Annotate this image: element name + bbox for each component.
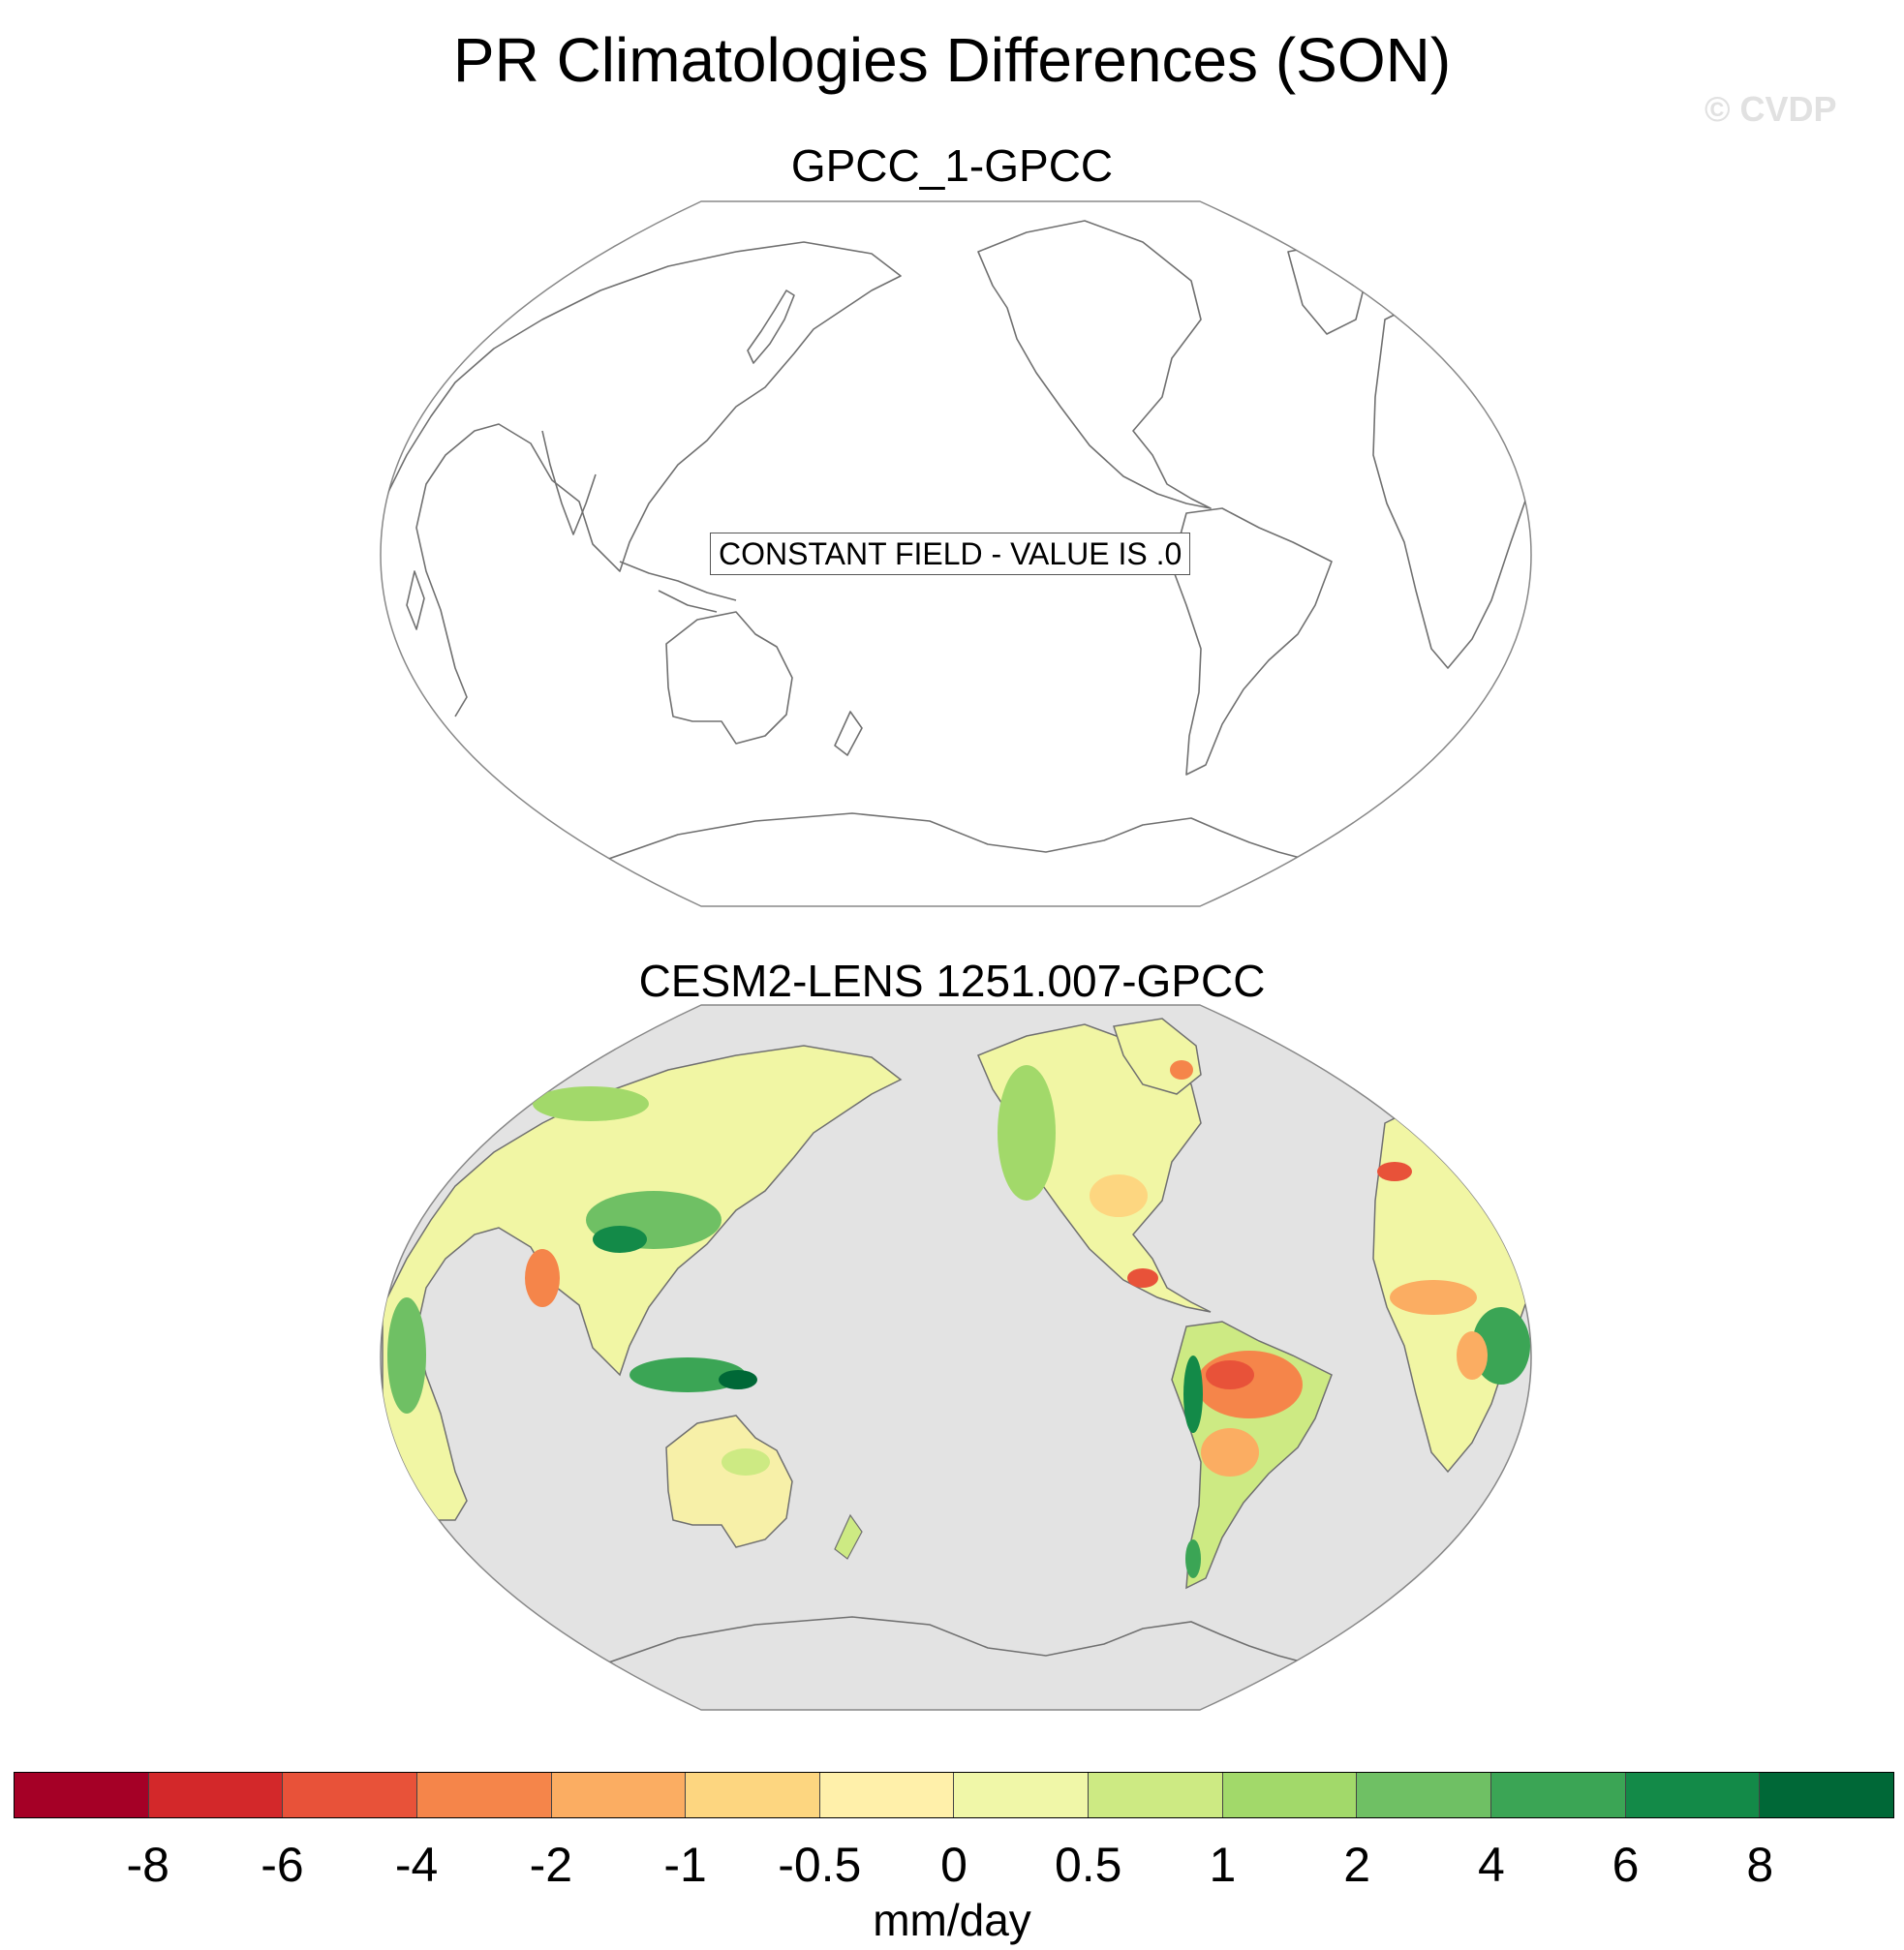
colorbar-box xyxy=(1491,1773,1626,1817)
mediterranean-dry xyxy=(1377,1162,1412,1181)
colorbar-tick-label: -6 xyxy=(261,1838,304,1892)
colorbar-tick-label: -2 xyxy=(529,1838,573,1892)
colorbar-tick-label: 6 xyxy=(1612,1838,1640,1892)
colorbar-tick-label: 1 xyxy=(1209,1838,1237,1892)
colorbar-tick-label: -8 xyxy=(126,1838,169,1892)
colorbar-box xyxy=(416,1773,552,1817)
new-zealand-land xyxy=(834,1513,863,1560)
colorbar-tick-label: 4 xyxy=(1477,1838,1505,1892)
africa-east-dry xyxy=(1457,1331,1488,1380)
greenland-dry xyxy=(1170,1060,1193,1080)
eurasia-coast xyxy=(382,241,902,717)
central-america-red xyxy=(1127,1268,1158,1288)
africa-green-west xyxy=(387,1297,426,1414)
indonesia-dark xyxy=(719,1370,757,1389)
colorbar xyxy=(14,1772,1894,1818)
australia-land xyxy=(665,1415,793,1548)
cvdp-watermark: © CVDP xyxy=(1704,89,1837,129)
colorbar-tick-label: 2 xyxy=(1343,1838,1371,1892)
antarctica-coast xyxy=(599,812,1308,863)
indonesia-coast xyxy=(619,561,737,613)
new-zealand-coast xyxy=(834,711,863,756)
south-america-coast xyxy=(1171,507,1333,776)
constant-field-label: CONSTANT FIELD - VALUE IS .0 xyxy=(710,533,1191,575)
colorbar-box xyxy=(148,1773,284,1817)
india-dry-patch xyxy=(525,1249,560,1307)
japan-coast xyxy=(747,289,795,364)
colorbar-box xyxy=(819,1773,955,1817)
australia-coast xyxy=(665,611,793,745)
north-america-coast xyxy=(977,220,1212,509)
southern-sa-dry xyxy=(1201,1428,1259,1477)
colorbar-box xyxy=(551,1773,687,1817)
colorbar-box xyxy=(1625,1773,1761,1817)
australia-green xyxy=(722,1448,770,1476)
colorbar-units: mm/day xyxy=(873,1895,1031,1945)
colorbar-box xyxy=(954,1773,1090,1817)
colorbar-box xyxy=(686,1773,820,1817)
colorbar-tick-label: 8 xyxy=(1746,1838,1774,1892)
patagonia-wet xyxy=(1185,1539,1201,1578)
colorbar-box xyxy=(15,1773,149,1817)
andes-wet xyxy=(1183,1356,1203,1433)
land-fill xyxy=(382,1018,1531,1666)
india-coast xyxy=(541,430,597,535)
colorbar-tick-label: -4 xyxy=(394,1838,439,1892)
panel-2-title: CESM2-LENS 1251.007-GPCC xyxy=(638,956,1266,1006)
asia-wet-core xyxy=(593,1226,647,1253)
antarctica-coast xyxy=(599,1616,1308,1666)
colorbar-tick-label: 0.5 xyxy=(1054,1838,1122,1892)
na-west-green xyxy=(998,1065,1056,1201)
na-central-dry xyxy=(1090,1174,1148,1217)
colorbar-box xyxy=(1357,1773,1492,1817)
siberia-green xyxy=(533,1086,649,1121)
madagascar-coast xyxy=(406,570,425,630)
figure-title: PR Climatologies Differences (SON) xyxy=(452,25,1452,95)
panel-1-title: GPCC_1-GPCC xyxy=(790,140,1114,191)
panel-2-map xyxy=(380,1004,1532,1711)
colorbar-box xyxy=(1222,1773,1358,1817)
colorbar-tick-label: 0 xyxy=(940,1838,967,1892)
amazon-dry-core xyxy=(1206,1360,1254,1389)
colorbar-tick-label: -0.5 xyxy=(778,1838,862,1892)
africa-congo-green xyxy=(1472,1307,1530,1385)
colorbar-box xyxy=(1089,1773,1223,1817)
indonesia-green xyxy=(630,1357,746,1392)
colorbar-box xyxy=(283,1773,417,1817)
africa-sahel-dry xyxy=(1390,1280,1477,1315)
colorbar-box xyxy=(1760,1773,1893,1817)
colorbar-tick-label: -1 xyxy=(663,1838,707,1892)
